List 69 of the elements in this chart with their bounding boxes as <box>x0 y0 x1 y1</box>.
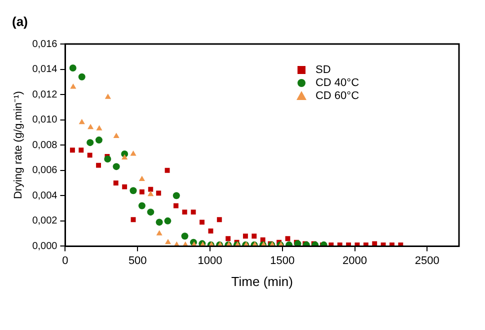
point <box>78 118 85 124</box>
y-tick-label: 0,004 <box>32 190 58 202</box>
point <box>294 240 302 246</box>
y-tick-label: 0,000 <box>32 240 58 252</box>
x-tick-label: 2500 <box>414 254 440 267</box>
point <box>164 238 172 244</box>
x-axis-title: Time (min) <box>231 274 293 289</box>
legend-label: CD 40°C <box>315 77 360 90</box>
point <box>87 152 92 158</box>
point <box>104 156 112 162</box>
point <box>216 217 222 222</box>
point <box>190 210 196 215</box>
x-tick-label: 500 <box>128 254 147 267</box>
point <box>172 192 180 200</box>
y-axis-title: Drying rate (g/g.min⁻¹) <box>12 91 25 200</box>
point <box>164 217 172 224</box>
point <box>70 83 76 89</box>
point <box>164 168 170 173</box>
y-tick-label: 0,016 <box>32 38 58 50</box>
legend-label: SD <box>315 64 331 76</box>
x-tick-label: 1500 <box>270 254 295 267</box>
point <box>138 176 145 181</box>
point <box>96 125 102 130</box>
point <box>242 234 248 239</box>
y-tick-label: 0,012 <box>32 89 58 100</box>
point <box>78 148 84 153</box>
point <box>113 132 120 138</box>
point <box>88 124 94 130</box>
point <box>122 154 128 160</box>
point <box>148 190 154 196</box>
point <box>200 220 205 225</box>
x-tick-label: 2000 <box>342 254 368 267</box>
point <box>130 187 137 194</box>
chart-title: (a) <box>12 14 28 30</box>
point <box>320 241 328 246</box>
point <box>252 234 257 239</box>
x-tick-label: 0 <box>62 254 68 267</box>
point <box>113 180 118 186</box>
point <box>139 189 144 194</box>
point <box>122 184 128 190</box>
y-tick-label: 0,008 <box>32 140 58 151</box>
point <box>174 203 178 208</box>
point <box>78 73 86 80</box>
point <box>130 150 136 156</box>
point <box>148 186 154 192</box>
point <box>156 230 162 236</box>
point <box>104 94 111 99</box>
point <box>138 202 146 210</box>
point <box>156 218 163 226</box>
point <box>96 162 101 168</box>
point <box>208 228 214 234</box>
point <box>181 232 188 240</box>
point <box>70 148 75 153</box>
y-tick-label: 0,014 <box>32 64 58 76</box>
legend-label: CD 60°C <box>315 90 360 102</box>
y-tick-label: 0,006 <box>32 165 58 176</box>
point <box>285 236 290 242</box>
point <box>130 217 136 222</box>
point <box>226 236 231 242</box>
y-tick-label: 0,010 <box>32 114 58 126</box>
point <box>112 163 120 170</box>
point <box>69 64 76 72</box>
y-tick-label: 0,002 <box>32 216 58 227</box>
point <box>147 208 154 216</box>
x-tick-label: 1000 <box>198 254 222 267</box>
point <box>156 190 162 196</box>
point <box>86 139 94 146</box>
point <box>95 136 102 144</box>
point <box>182 210 188 215</box>
